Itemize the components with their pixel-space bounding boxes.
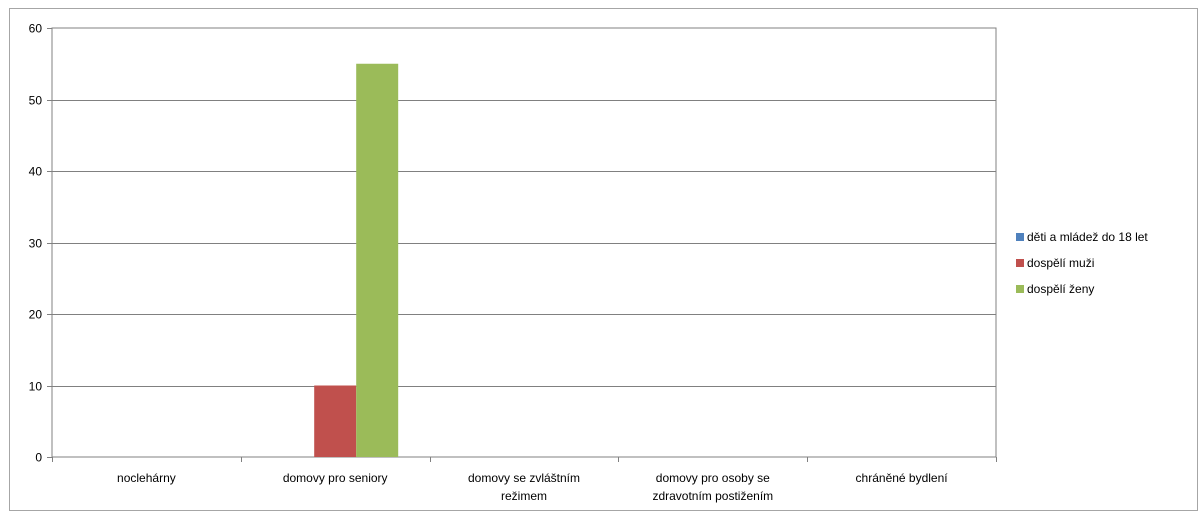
x-tick-label: domovy se zvláštním režimem [468, 471, 580, 503]
y-tick-label: 30 [29, 237, 43, 251]
legend-label: dospělí muži [1027, 256, 1094, 270]
legend-swatch [1016, 259, 1024, 267]
bar [314, 385, 357, 457]
x-tick-label: domovy pro osoby se zdravotním postižením [652, 471, 773, 503]
legend: děti a mládež do 18 let dospělí muži dospě… [1016, 230, 1148, 296]
y-tick-label: 50 [29, 94, 43, 108]
axes [47, 27, 997, 462]
legend-label: dospělí ženy [1027, 282, 1094, 296]
legend-swatch [1016, 285, 1024, 293]
x-tick-label: noclehárny [117, 471, 176, 485]
bar [356, 63, 399, 457]
y-tick-label: 20 [29, 308, 43, 322]
y-tick-label: 60 [29, 22, 43, 36]
tick-labels: 0 10 20 30 40 50 60 noclehárny domovy pro senior… [29, 22, 949, 504]
y-tick-label: 0 [35, 451, 42, 465]
y-tick-label: 40 [29, 165, 43, 179]
plot-area [51, 27, 997, 458]
x-tick-label: chráněné bydlení [856, 471, 949, 485]
legend-label: děti a mládež do 18 let [1027, 230, 1148, 244]
legend-swatch [1016, 233, 1024, 241]
y-tick-label: 10 [29, 380, 43, 394]
bars [314, 63, 399, 457]
x-tick-label: domovy pro seniory [283, 471, 388, 485]
chart-frame [9, 8, 1198, 511]
gridlines [52, 100, 996, 387]
